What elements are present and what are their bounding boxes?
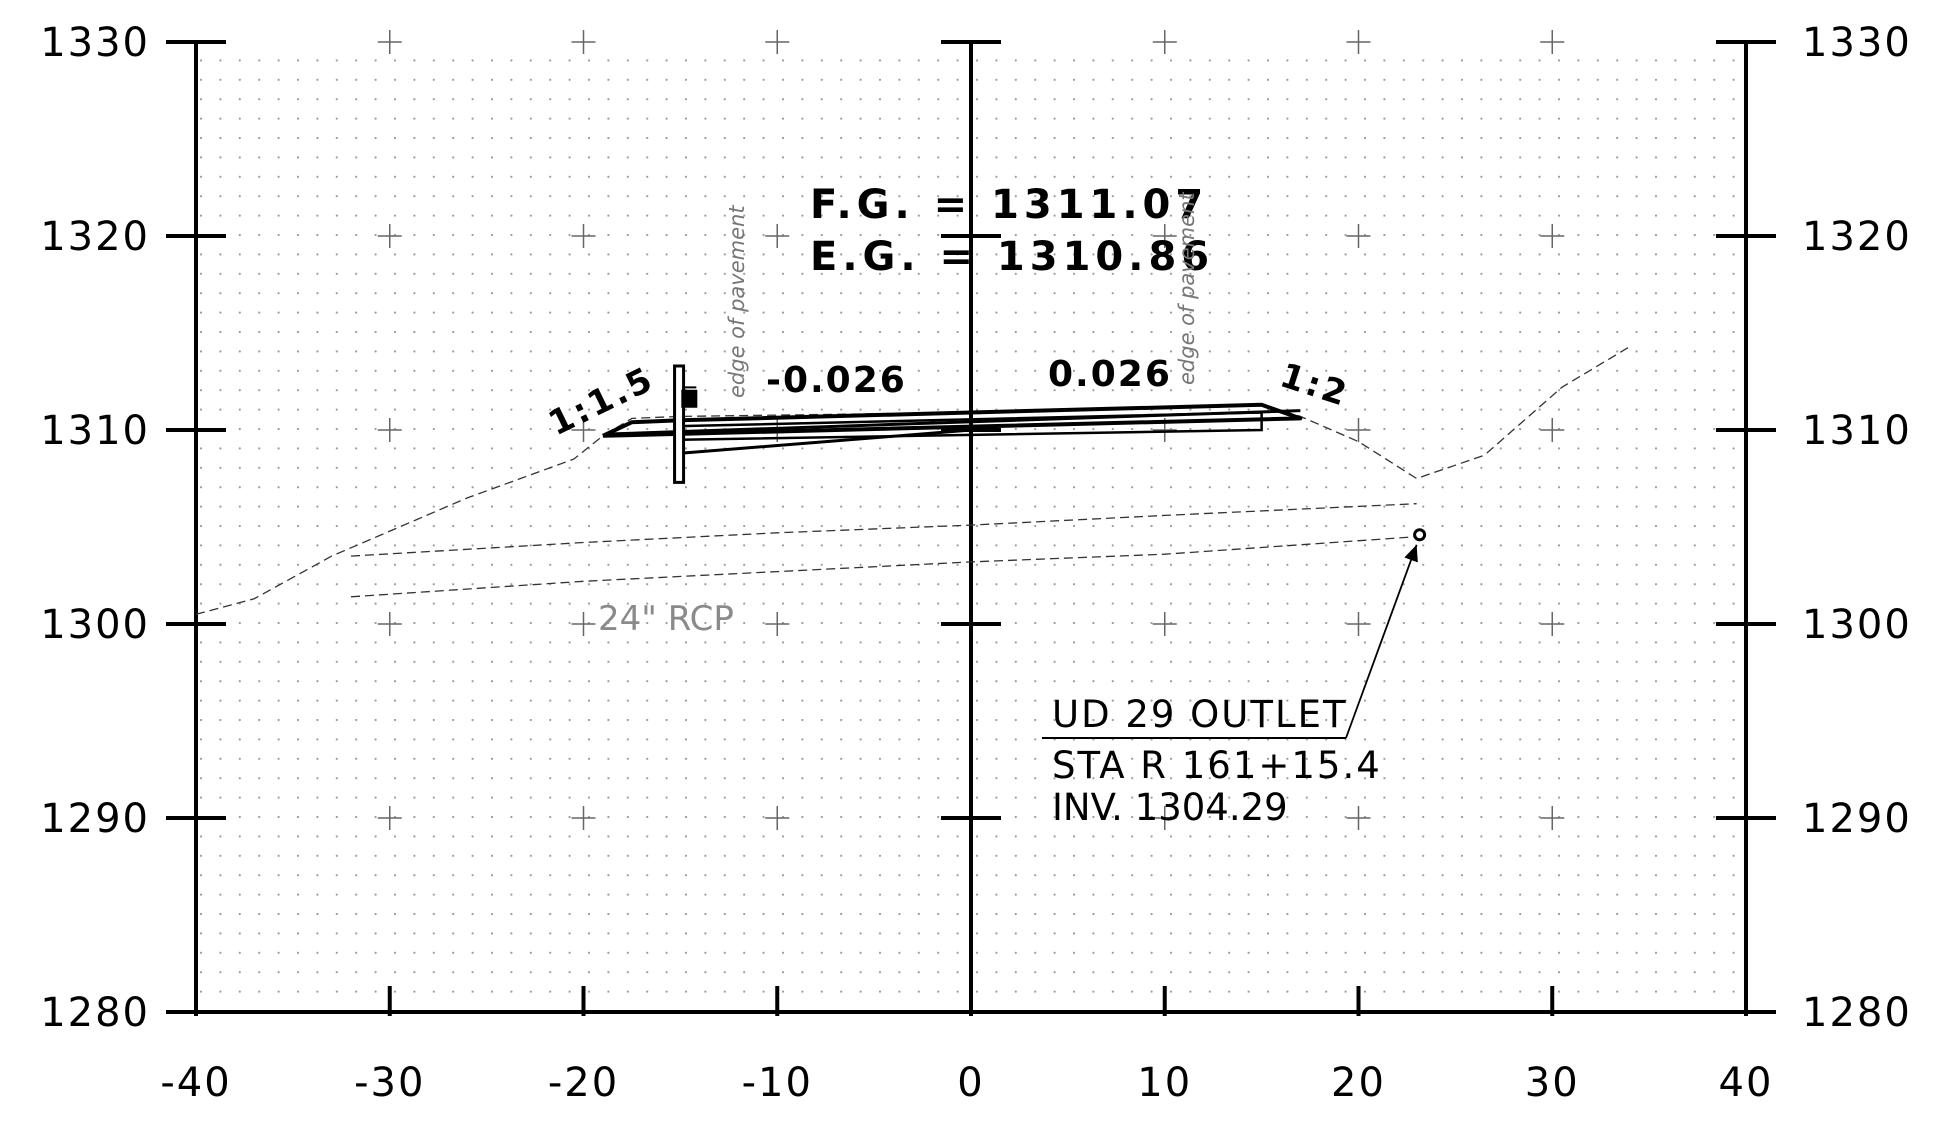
grid-plus xyxy=(377,224,402,248)
outlet-marker xyxy=(1413,528,1427,542)
y-tick-label-right: 1290 xyxy=(1802,796,1912,842)
outlet-leader xyxy=(1345,528,1427,739)
x-tick-label: 40 xyxy=(1719,1060,1774,1106)
grid-plus xyxy=(1152,612,1177,636)
pipe-label: 24" RCP xyxy=(598,599,734,639)
y-tick-label-left: 1330 xyxy=(40,20,150,66)
grid-plus xyxy=(377,418,402,442)
y-tick-label-right: 1300 xyxy=(1802,602,1912,648)
grid-plus xyxy=(1346,418,1371,442)
grid-plus xyxy=(1540,224,1565,248)
grid-plus xyxy=(571,612,596,636)
grid-plus xyxy=(765,612,790,636)
barrier-symbol xyxy=(681,386,698,408)
grid-plus xyxy=(571,30,596,54)
grid-plus xyxy=(1152,30,1177,54)
x-tick-label: 30 xyxy=(1525,1060,1580,1106)
grid-plus xyxy=(377,30,402,54)
grade-left-label: -0.026 xyxy=(766,360,907,401)
dashed-profile-line xyxy=(350,536,1417,598)
outlet-leader-arrow xyxy=(1345,544,1418,739)
x-tick-label: -40 xyxy=(160,1060,231,1106)
x-tick-label: -10 xyxy=(742,1060,813,1106)
y-tick-label-right: 1280 xyxy=(1802,990,1912,1036)
grid-plus xyxy=(571,806,596,830)
tick-marks xyxy=(166,40,1776,1016)
y-tick-label-right: 1330 xyxy=(1802,20,1912,66)
grid-plus xyxy=(1540,806,1565,830)
x-tick-label: 0 xyxy=(957,1060,984,1106)
y-tick-label-left: 1290 xyxy=(40,796,150,842)
grid-plus xyxy=(765,806,790,830)
grid-plus xyxy=(1152,806,1177,830)
crown-line xyxy=(612,409,1301,436)
outlet-station: STA R 161+15.4 xyxy=(1052,744,1382,787)
fg-elevation: F.G. = 1311.07 xyxy=(810,182,1208,228)
grid-plus xyxy=(1540,30,1565,54)
y-tick-label-left: 1280 xyxy=(40,990,150,1036)
tick-labels: 1280 1280 1290 1290 1300 1300 1310 1310 1320 1320… xyxy=(40,20,1912,1106)
grid-plus xyxy=(1540,612,1565,636)
outlet-invert: INV. 1304.29 xyxy=(1052,786,1288,829)
grid-plus xyxy=(377,612,402,636)
pavement-section xyxy=(612,364,1301,484)
edge-curb-post xyxy=(673,364,686,484)
finished-grade-outline xyxy=(602,402,1303,438)
grid-plus xyxy=(1152,224,1177,248)
grid-plus xyxy=(1346,224,1371,248)
y-tick-label-left: 1300 xyxy=(40,602,150,648)
eg-elevation: E.G. = 1310.86 xyxy=(810,234,1214,280)
x-tick-label: 20 xyxy=(1331,1060,1386,1106)
grade-right-label: 0.026 xyxy=(1048,354,1172,395)
grid-crosshairs xyxy=(377,30,1565,830)
grid-plus xyxy=(571,224,596,248)
grid-plus xyxy=(1346,30,1371,54)
y-tick-label-right: 1320 xyxy=(1802,214,1912,260)
profile-lines xyxy=(195,346,1631,615)
x-tick-label: -30 xyxy=(354,1060,425,1106)
grid-plus xyxy=(765,30,790,54)
x-tick-label: 10 xyxy=(1137,1060,1192,1106)
subbase-line xyxy=(680,428,997,455)
x-tick-label: -20 xyxy=(548,1060,619,1106)
dashed-profile-line xyxy=(350,503,1417,557)
y-tick-label-left: 1310 xyxy=(40,408,150,454)
y-tick-label-right: 1310 xyxy=(1802,408,1912,454)
grid-plus xyxy=(377,806,402,830)
grid-plus xyxy=(1540,418,1565,442)
grid-plus xyxy=(1346,806,1371,830)
grid-plus xyxy=(765,224,790,248)
grid-plus xyxy=(571,418,596,442)
grid-plus xyxy=(1346,612,1371,636)
edge-of-pavement-right: edge of pavement xyxy=(1175,192,1199,385)
y-tick-label-left: 1320 xyxy=(40,214,150,260)
edge-of-pavement-left: edge of pavement xyxy=(725,205,749,398)
outlet-name: UD 29 OUTLET xyxy=(1052,693,1348,736)
